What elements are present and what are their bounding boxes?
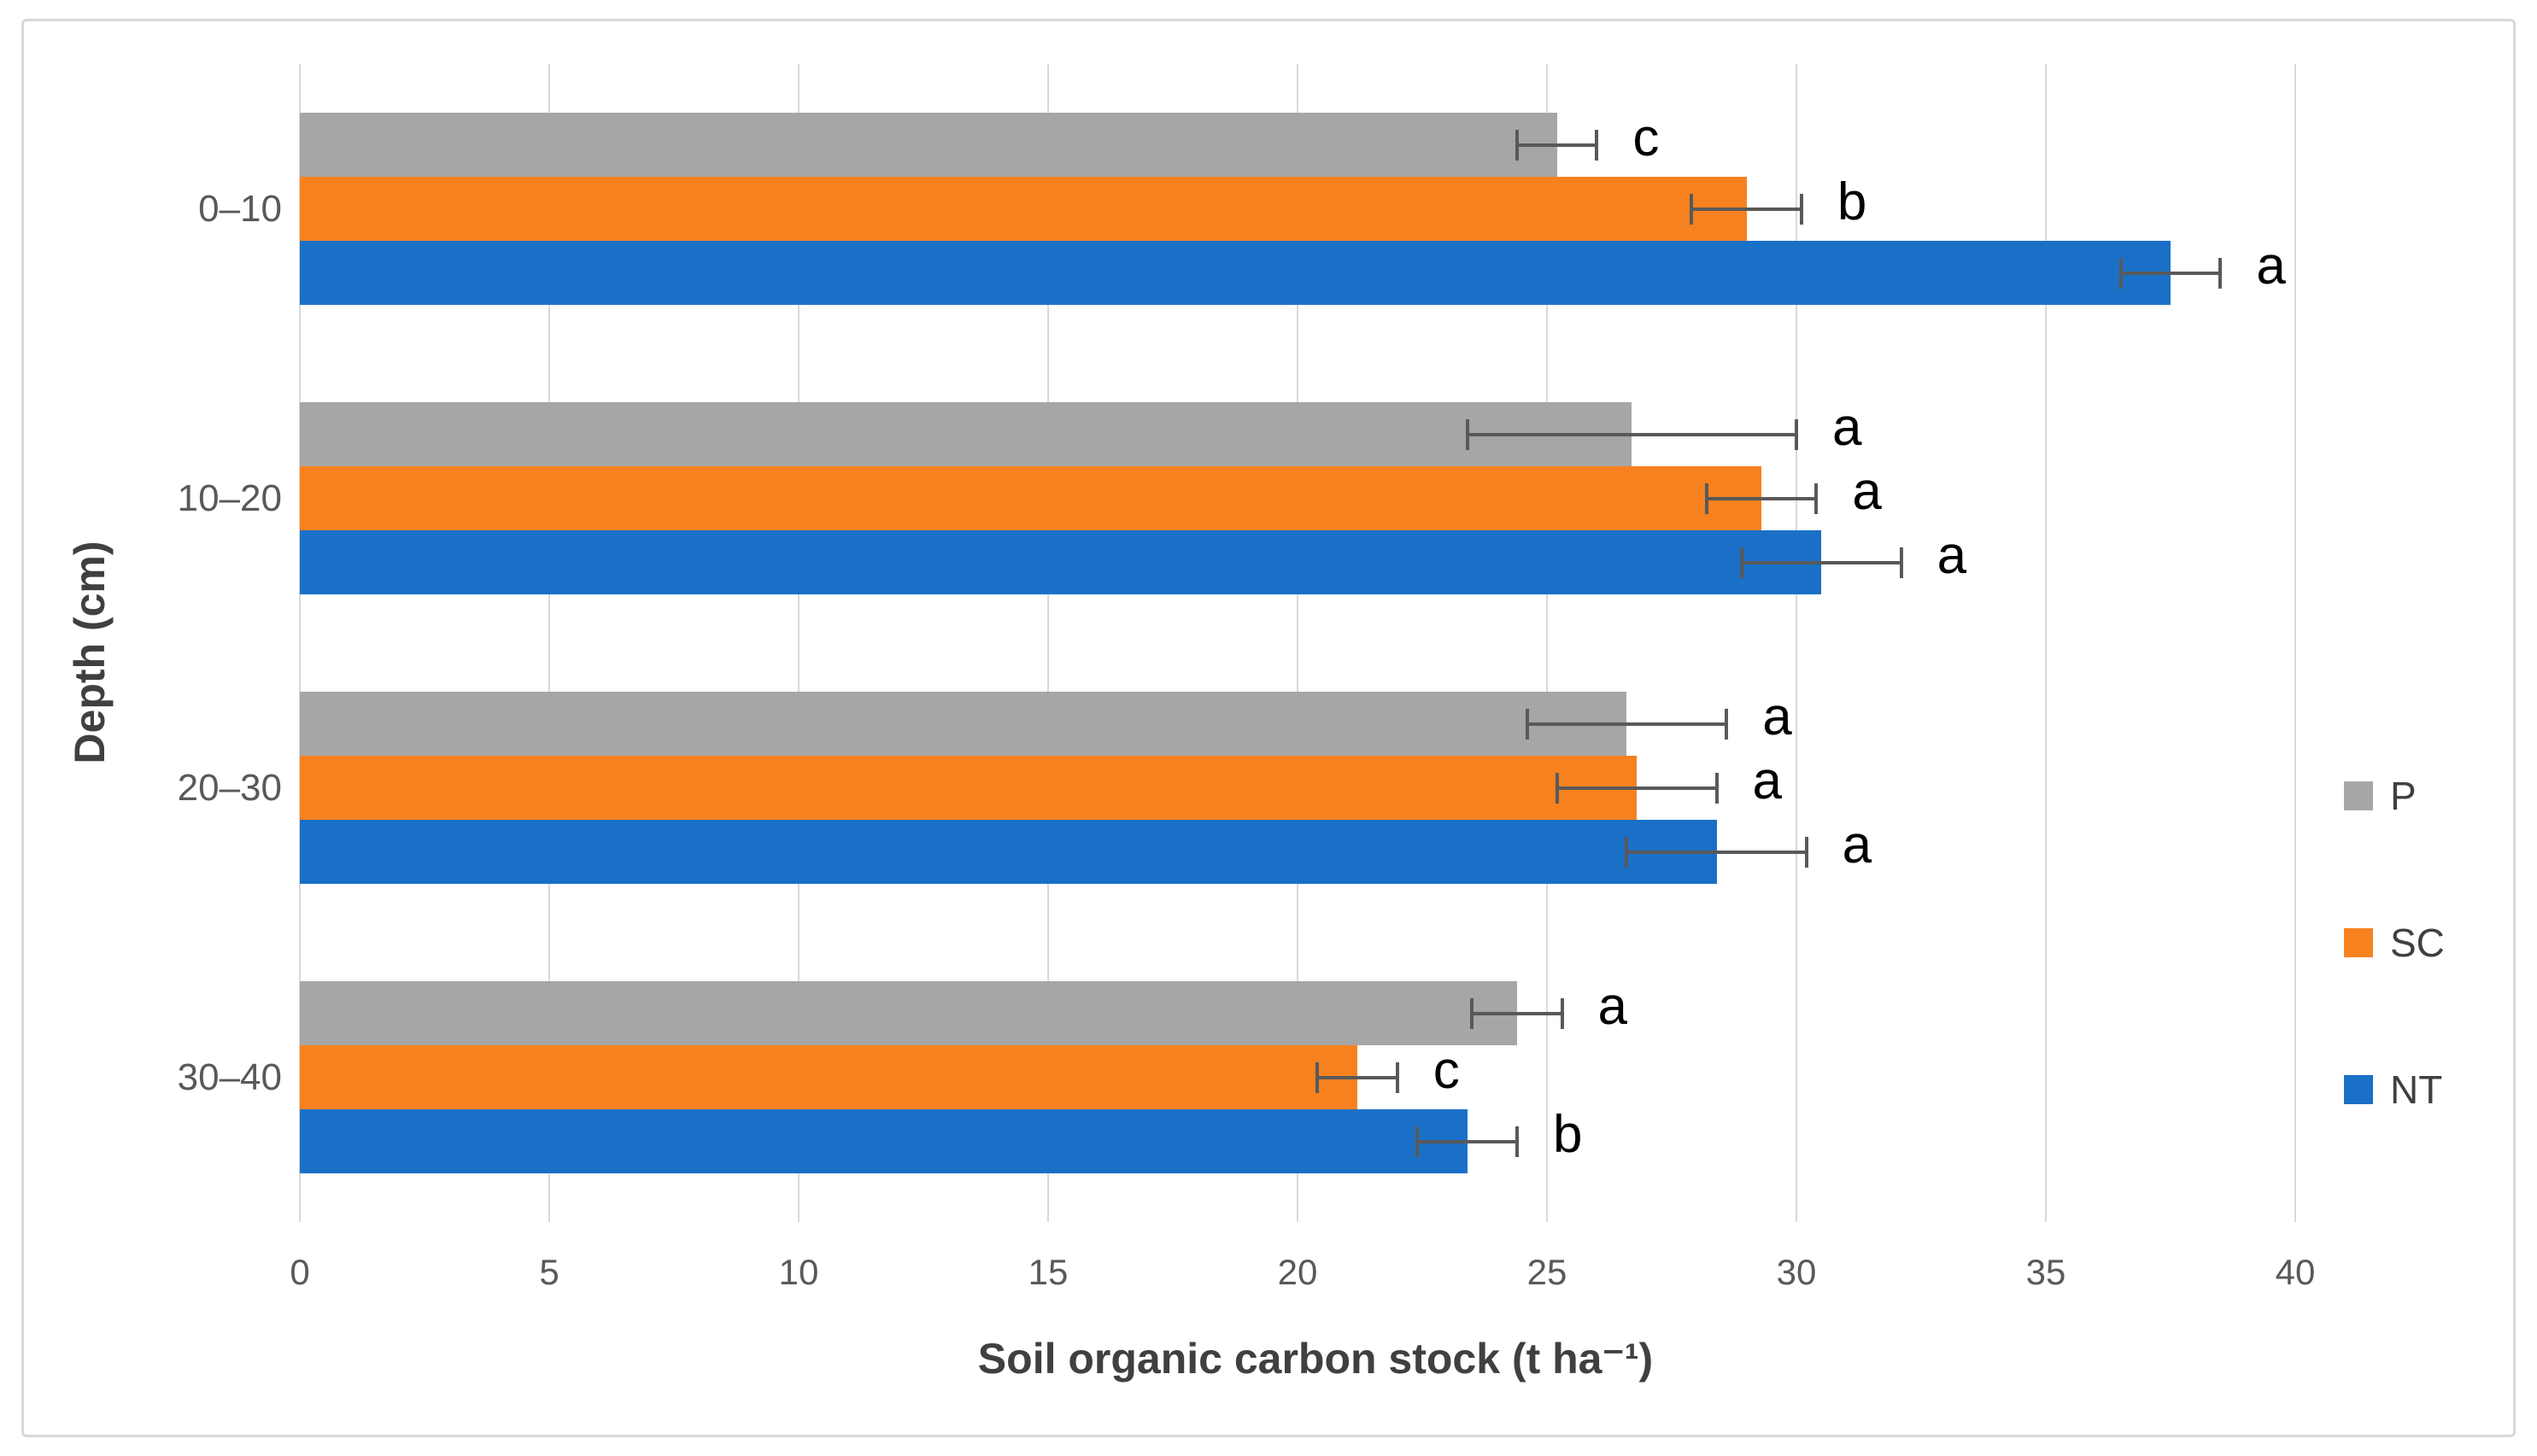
error-bar-cap-max-P-3 [1560,997,1564,1029]
error-bar-NT-3 [1417,1139,1517,1143]
legend-label-p: P [2390,774,2417,818]
error-bar-NT-2 [1626,850,1807,854]
x-tick-label-5: 5 [539,1252,560,1292]
figure-border [21,19,2516,1437]
bar-NT-2 [300,820,1717,884]
x-tick-label-10: 10 [778,1252,819,1292]
y-category-label-3: 30–40 [177,1055,282,1098]
error-bar-cap-min-NT-1 [1739,547,1743,578]
gridline-15 [1047,64,1049,1222]
error-bar-cap-max-P-2 [1725,708,1729,740]
sig-letter-NT-3: b [1552,1104,1583,1164]
sig-letter-SC-3: c [1433,1040,1460,1100]
gridline-25 [1546,64,1548,1222]
error-bar-NT-1 [1741,560,1901,564]
error-bar-cap-max-NT-3 [1515,1126,1519,1157]
sig-letter-SC-0: b [1837,172,1867,231]
error-bar-cap-min-P-0 [1515,129,1519,161]
error-bar-cap-min-SC-2 [1555,772,1559,804]
gridline-40 [2294,64,2296,1222]
bar-P-2 [300,692,1627,756]
error-bar-P-0 [1516,143,1597,147]
error-bar-cap-max-P-0 [1595,129,1599,161]
bar-NT-0 [300,241,2171,305]
error-bar-cap-min-NT-2 [1625,836,1629,868]
error-bar-NT-0 [2120,271,2221,275]
legend-label-nt: NT [2390,1067,2443,1112]
bar-P-3 [300,981,1517,1045]
error-bar-cap-max-SC-0 [1799,193,1803,225]
gridline-10 [798,64,800,1222]
bar-P-1 [300,402,1632,466]
x-tick-label-25: 25 [1526,1252,1567,1292]
error-bar-cap-min-NT-3 [1415,1126,1420,1157]
error-bar-P-3 [1472,1011,1562,1015]
bar-SC-1 [300,466,1762,530]
legend-swatch-sc-icon [2344,928,2373,957]
error-bar-cap-min-SC-1 [1704,482,1708,514]
error-bar-SC-0 [1691,207,1802,211]
error-bar-cap-max-SC-2 [1714,772,1719,804]
x-tick-label-20: 20 [1277,1252,1318,1292]
sig-letter-SC-2: a [1752,751,1783,810]
bar-NT-1 [300,530,1822,594]
error-bar-cap-max-SC-1 [1814,482,1819,514]
error-bar-cap-max-NT-2 [1804,836,1808,868]
y-category-label-2: 20–30 [177,766,282,809]
x-tick-label-15: 15 [1028,1252,1069,1292]
error-bar-cap-max-NT-1 [1899,547,1903,578]
error-bar-SC-1 [1706,496,1817,500]
error-bar-cap-min-P-2 [1525,708,1529,740]
x-tick-label-0: 0 [290,1252,310,1292]
bar-P-0 [300,113,1557,177]
error-bar-cap-max-SC-3 [1395,1061,1399,1093]
error-bar-P-1 [1467,432,1796,436]
gridline-35 [2045,64,2047,1222]
error-bar-cap-min-NT-0 [2118,257,2123,289]
error-bar-cap-min-P-3 [1470,997,1474,1029]
legend-swatch-p-icon [2344,781,2373,810]
y-category-label-1: 10–20 [177,477,282,519]
sig-letter-P-1: a [1832,397,1862,457]
error-bar-cap-max-P-1 [1795,418,1798,450]
sig-letter-P-0: c [1632,108,1660,167]
gridline-5 [548,64,550,1222]
gridline-30 [1796,64,1797,1222]
error-bar-cap-max-NT-0 [2218,257,2223,289]
error-bar-cap-min-SC-0 [1690,193,1694,225]
legend-swatch-nt-icon [2344,1075,2373,1104]
bar-SC-0 [300,177,1747,241]
legend-label-sc: SC [2390,921,2445,965]
bar-SC-3 [300,1045,1358,1109]
bar-SC-2 [300,756,1638,820]
error-bar-SC-3 [1317,1075,1397,1079]
x-tick-label-35: 35 [2025,1252,2066,1292]
x-axis-title: Soil organic carbon stock (t ha⁻¹) [977,1335,1654,1383]
sig-letter-P-3: a [1597,976,1627,1036]
error-bar-cap-min-SC-3 [1315,1061,1320,1093]
legend-item-p: P [2344,776,2417,816]
y-axis-title: Depth (cm) [66,541,114,764]
gridline-0 [299,64,301,1222]
sig-letter-NT-1: a [1936,525,1967,585]
sig-letter-NT-2: a [1842,815,1872,874]
x-tick-label-40: 40 [2275,1252,2316,1292]
y-category-label-0: 0–10 [198,187,282,230]
legend-item-sc: SC [2344,923,2445,962]
legend-item-nt: NT [2344,1070,2442,1109]
sig-letter-P-2: a [1762,687,1792,746]
x-tick-label-30: 30 [1776,1252,1817,1292]
error-bar-cap-min-P-1 [1465,418,1469,450]
error-bar-SC-2 [1556,786,1717,790]
bar-NT-3 [300,1109,1468,1173]
gridline-20 [1297,64,1298,1222]
error-bar-P-2 [1526,722,1727,726]
sig-letter-SC-1: a [1852,461,1882,521]
sig-letter-NT-0: a [2256,236,2286,295]
